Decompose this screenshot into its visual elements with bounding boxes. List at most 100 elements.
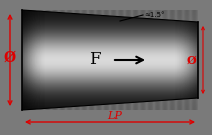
Polygon shape — [22, 95, 198, 96]
Polygon shape — [166, 0, 167, 20]
Polygon shape — [34, 11, 35, 109]
Polygon shape — [32, 11, 33, 109]
Polygon shape — [102, 0, 103, 16]
Polygon shape — [111, 104, 112, 135]
Polygon shape — [29, 0, 30, 11]
Polygon shape — [181, 99, 182, 135]
Polygon shape — [124, 0, 125, 17]
Polygon shape — [22, 83, 198, 84]
Polygon shape — [119, 103, 120, 135]
Polygon shape — [22, 26, 198, 27]
Polygon shape — [47, 108, 48, 135]
Polygon shape — [110, 104, 111, 135]
Polygon shape — [128, 0, 129, 17]
Polygon shape — [188, 21, 189, 99]
Polygon shape — [151, 101, 152, 135]
Polygon shape — [102, 104, 103, 135]
Polygon shape — [22, 110, 23, 135]
Polygon shape — [22, 12, 198, 13]
Polygon shape — [165, 100, 166, 135]
Polygon shape — [74, 0, 75, 14]
Polygon shape — [22, 97, 198, 98]
Polygon shape — [183, 0, 184, 21]
Polygon shape — [195, 22, 196, 98]
Polygon shape — [71, 107, 72, 135]
Polygon shape — [118, 0, 119, 17]
Polygon shape — [197, 22, 198, 98]
Polygon shape — [171, 0, 172, 20]
Polygon shape — [126, 0, 127, 17]
Polygon shape — [111, 0, 112, 16]
Polygon shape — [26, 0, 27, 10]
Polygon shape — [139, 0, 140, 18]
Polygon shape — [80, 106, 81, 135]
Polygon shape — [174, 0, 175, 20]
Polygon shape — [24, 110, 25, 135]
Text: LP: LP — [107, 111, 123, 121]
Polygon shape — [90, 0, 91, 15]
Polygon shape — [168, 100, 169, 135]
Polygon shape — [22, 68, 198, 69]
Polygon shape — [44, 108, 45, 135]
Polygon shape — [130, 0, 131, 17]
Polygon shape — [180, 21, 181, 99]
Polygon shape — [141, 0, 142, 18]
Polygon shape — [155, 101, 156, 135]
Polygon shape — [22, 16, 198, 17]
Polygon shape — [61, 107, 62, 135]
Polygon shape — [22, 63, 198, 64]
Polygon shape — [69, 0, 70, 13]
Polygon shape — [195, 0, 196, 22]
Polygon shape — [112, 0, 113, 16]
Polygon shape — [172, 0, 173, 20]
Polygon shape — [22, 53, 198, 54]
Polygon shape — [174, 99, 175, 135]
Polygon shape — [22, 14, 198, 15]
Polygon shape — [77, 0, 78, 14]
Polygon shape — [156, 101, 157, 135]
Polygon shape — [84, 106, 85, 135]
Polygon shape — [193, 98, 194, 135]
Polygon shape — [22, 107, 198, 108]
Polygon shape — [63, 107, 64, 135]
Polygon shape — [89, 105, 90, 135]
Polygon shape — [22, 10, 23, 110]
Polygon shape — [145, 102, 146, 135]
Polygon shape — [157, 101, 158, 135]
Polygon shape — [68, 0, 69, 13]
Polygon shape — [22, 98, 198, 99]
Polygon shape — [79, 0, 80, 14]
Polygon shape — [116, 104, 117, 135]
Polygon shape — [70, 0, 71, 13]
Polygon shape — [101, 104, 102, 135]
Polygon shape — [22, 18, 198, 19]
Polygon shape — [147, 0, 148, 19]
Polygon shape — [22, 100, 198, 101]
Polygon shape — [137, 0, 138, 18]
Polygon shape — [46, 0, 47, 12]
Polygon shape — [22, 29, 198, 30]
Polygon shape — [177, 0, 178, 21]
Polygon shape — [22, 58, 198, 59]
Polygon shape — [148, 101, 149, 135]
Polygon shape — [22, 65, 198, 66]
Polygon shape — [109, 104, 110, 135]
Polygon shape — [56, 108, 57, 135]
Polygon shape — [22, 32, 198, 33]
Polygon shape — [185, 0, 186, 21]
Polygon shape — [27, 110, 28, 135]
Polygon shape — [186, 0, 187, 21]
Polygon shape — [22, 104, 198, 105]
Polygon shape — [48, 0, 49, 12]
Polygon shape — [182, 21, 183, 99]
Polygon shape — [95, 105, 96, 135]
Polygon shape — [22, 73, 198, 74]
Polygon shape — [126, 103, 127, 135]
Polygon shape — [22, 87, 198, 88]
Polygon shape — [22, 91, 198, 92]
Polygon shape — [39, 109, 40, 135]
Polygon shape — [25, 0, 26, 10]
Polygon shape — [129, 103, 130, 135]
Polygon shape — [156, 0, 157, 19]
Polygon shape — [184, 0, 185, 21]
